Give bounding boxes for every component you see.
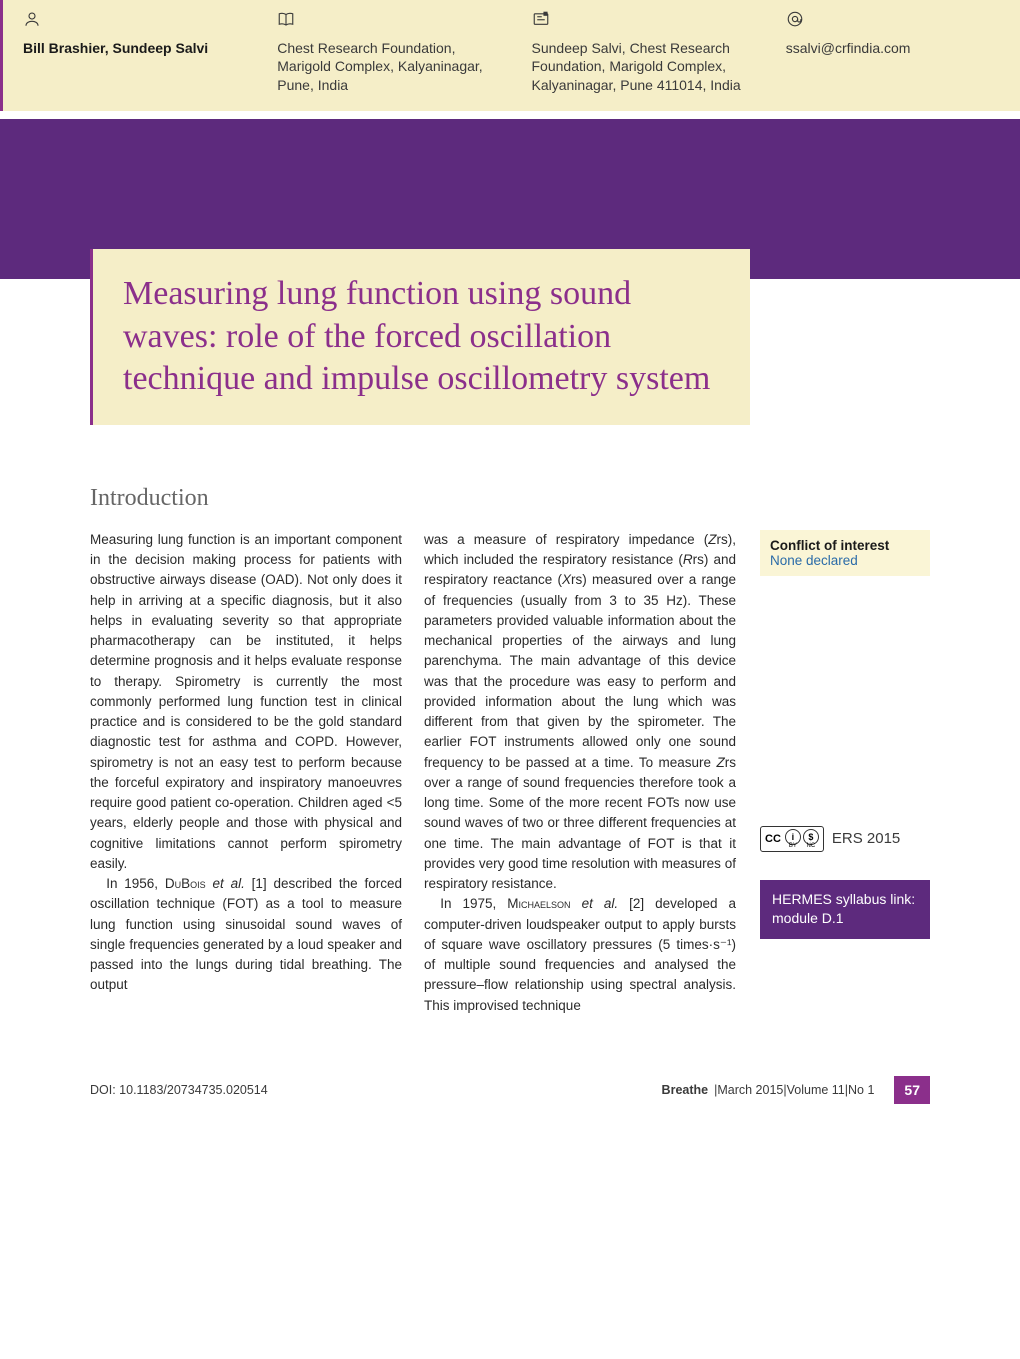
column-1: Measuring lung function is an important … [90,530,402,1016]
c2p2-author: Michaelson [507,896,570,911]
book-icon [277,10,491,35]
hermes-box: HERMES syllabus link: module D.1 [760,880,930,939]
col2-para1: was a measure of respiratory impedance (… [424,530,736,895]
col2-para2: In 1975, Michaelson et al. [2] developed… [424,894,736,1016]
correspondence-text: Sundeep Salvi, Chest Research Foundation… [532,39,746,96]
footer: DOI: 10.1183/20734735.020514 Breathe | M… [0,1076,1020,1104]
cc-by-icon: i BY [785,829,801,849]
conflict-value: None declared [770,553,920,568]
cc-license-row: CC i BY $ NC ERS 2015 [760,826,930,852]
c1p2-prefix: In 1956, [106,876,165,891]
c1p2-rest: described the forced oscillation techniq… [90,876,402,992]
email-text[interactable]: ssalvi@crfindia.com [786,39,1000,58]
footer-citation: Breathe | March 2015 | Volume 11 | No 1 … [662,1076,930,1104]
sidebar: Conflict of interest None declared CC i … [760,530,930,1016]
c2p2-ref: [2] [618,896,655,911]
header-band: Bill Brashier, Sundeep Salvi Chest Resea… [0,0,1020,111]
cc-icons: i BY $ NC [785,829,819,849]
c1p2-ref: [1] [245,876,274,891]
col1-para2: In 1956, DuBois et al. [1] described the… [90,874,402,996]
header-correspondence-col: Sundeep Salvi, Chest Research Foundation… [532,10,746,95]
cc-nc-icon: $ NC [803,829,819,849]
content-area: Measuring lung function using sound wave… [0,249,1020,1016]
cc-badge: CC i BY $ NC [760,826,824,852]
conflict-title: Conflict of interest [770,538,920,553]
col1-para1: Measuring lung function is an important … [90,530,402,874]
c1p2-author: DuBois [165,876,206,891]
footer-date: March 2015 [717,1083,783,1097]
affiliation-text: Chest Research Foundation, Marigold Comp… [277,39,491,96]
text-columns: Measuring lung function is an important … [90,530,736,1016]
journal-name: Breathe [662,1083,709,1097]
authors-names: Bill Brashier, Sundeep Salvi [23,39,237,58]
header-affiliation-col: Chest Research Foundation, Marigold Comp… [277,10,491,95]
footer-issue: No 1 [848,1083,874,1097]
header-authors-col: Bill Brashier, Sundeep Salvi [23,10,237,95]
section-heading-introduction: Introduction [90,485,930,512]
person-icon [23,10,237,35]
title-box: Measuring lung function using sound wave… [90,249,750,425]
doi: DOI: 10.1183/20734735.020514 [90,1083,268,1097]
c2p2-etal: et al. [571,896,619,911]
c2p2-rest: developed a computer-driven loudspeaker … [424,896,736,1012]
at-icon [786,10,1000,35]
ers-year: ERS 2015 [832,830,900,847]
footer-volume: Volume 11 [787,1083,845,1097]
cc-text: CC [765,833,781,845]
body-columns: Measuring lung function is an important … [90,530,930,1016]
column-2: was a measure of respiratory impedance (… [424,530,736,1016]
page-number: 57 [894,1076,930,1104]
header-email-col: ssalvi@crfindia.com [786,10,1000,95]
card-icon [532,10,746,35]
article-title: Measuring lung function using sound wave… [123,273,720,401]
c2p2-prefix: In 1975, [440,896,507,911]
c1p2-etal: et al. [206,876,245,891]
conflict-of-interest-box: Conflict of interest None declared [760,530,930,576]
